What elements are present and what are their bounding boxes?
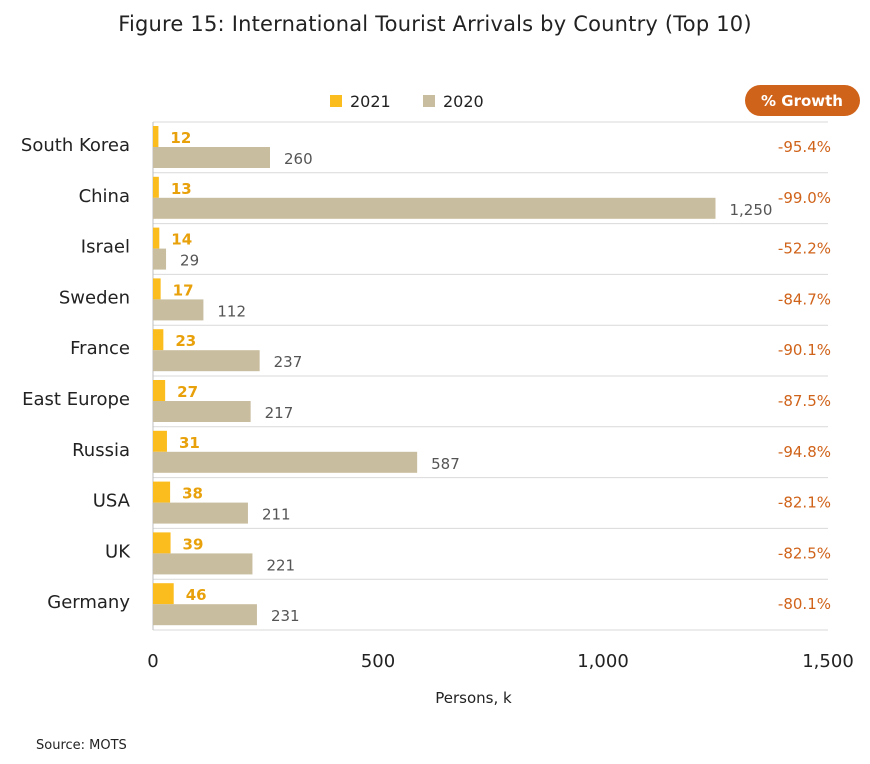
category-label: South Korea — [21, 135, 130, 156]
bar-2020 — [153, 350, 260, 372]
bar-2021 — [153, 329, 164, 351]
category-label: Israel — [81, 237, 130, 258]
data-label-2021: 46 — [186, 586, 207, 604]
data-label-2021: 17 — [173, 281, 194, 299]
category-label: East Europe — [22, 389, 130, 410]
growth-value: -87.5% — [778, 392, 831, 410]
legend-2021-label: 2021 — [350, 92, 391, 111]
growth-header-label: % Growth — [761, 92, 843, 110]
category-label: France — [70, 338, 130, 359]
source-note: Source: MOTS — [36, 738, 127, 753]
growth-value: -99.0% — [778, 189, 831, 207]
growth-header-background — [745, 85, 860, 116]
data-label-2021: 38 — [182, 485, 203, 503]
legend-2021-swatch — [330, 95, 342, 107]
data-label-2020: 211 — [262, 506, 291, 524]
data-label-2021: 14 — [171, 231, 192, 249]
bar-2021 — [153, 532, 171, 554]
data-label-2020: 112 — [217, 302, 246, 320]
category-label: Russia — [72, 440, 130, 461]
data-label-2020: 29 — [180, 252, 199, 270]
growth-value: -82.5% — [778, 544, 831, 562]
category-label: UK — [105, 541, 131, 562]
growth-value: -80.1% — [778, 595, 831, 613]
growth-value: -90.1% — [778, 341, 831, 359]
bar-2020 — [153, 147, 270, 168]
data-label-2020: 231 — [271, 607, 300, 625]
growth-value: -94.8% — [778, 443, 831, 461]
data-label-2021: 27 — [177, 383, 198, 401]
legend-2020-label: 2020 — [443, 92, 484, 111]
x-axis: 0 500 1,000 1,500 Persons, k — [147, 651, 853, 707]
data-label-2020: 237 — [274, 353, 303, 371]
chart-title: Figure 15: International Tourist Arrival… — [118, 12, 752, 36]
data-label-2020: 1,250 — [730, 201, 773, 219]
category-label: Germany — [47, 592, 130, 613]
bar-2021 — [153, 176, 159, 198]
data-label-2020: 217 — [265, 404, 294, 422]
growth-value: -82.1% — [778, 494, 831, 512]
bar-2021 — [153, 278, 161, 300]
data-label-2020: 221 — [266, 556, 295, 574]
category-label: China — [79, 186, 130, 207]
category-label: Sweden — [59, 287, 130, 308]
x-tick-label: 1,000 — [577, 651, 629, 672]
x-tick-label: 1,500 — [802, 651, 854, 672]
bar-2021 — [153, 227, 160, 249]
legend-2021: 2021 — [330, 92, 391, 111]
x-tick-label: 0 — [147, 651, 158, 672]
bar-2020 — [153, 299, 204, 321]
bar-2020 — [153, 502, 248, 524]
bar-2020 — [153, 197, 716, 219]
x-tick-label: 500 — [361, 651, 395, 672]
category-label: USA — [93, 491, 131, 512]
growth-value: -84.7% — [778, 290, 831, 308]
bar-2020 — [153, 604, 257, 626]
growth-value: -52.2% — [778, 240, 831, 258]
data-label-2021: 12 — [170, 129, 191, 147]
bar-2020 — [153, 401, 251, 422]
bar-2021 — [153, 481, 171, 503]
x-axis-title: Persons, k — [435, 689, 512, 707]
legend-2020: 2020 — [423, 92, 484, 111]
legend: % Growth 2021 2020 — [330, 85, 860, 116]
bars-layer — [153, 126, 716, 626]
data-label-2021: 31 — [179, 434, 200, 452]
data-label-2021: 39 — [183, 535, 204, 553]
growth-header-badge: % Growth — [745, 85, 860, 116]
data-label-2021: 23 — [175, 332, 196, 350]
bar-2021 — [153, 380, 166, 401]
bar-2021 — [153, 430, 167, 452]
data-label-2020: 260 — [284, 150, 313, 168]
grid-layer — [152, 121, 828, 631]
labels-layer: South Korea 12 260 -95.4% China 13 1,250 -99.0%… — [21, 129, 831, 625]
bar-2021 — [153, 583, 174, 605]
legend-2020-swatch — [423, 95, 435, 107]
bar-2020 — [153, 451, 418, 473]
bar-2020 — [153, 553, 253, 575]
data-label-2021: 13 — [171, 180, 192, 198]
growth-value: -95.4% — [778, 138, 831, 156]
bar-2021 — [153, 126, 159, 147]
data-label-2020: 587 — [431, 455, 460, 473]
bar-2020 — [153, 248, 167, 270]
